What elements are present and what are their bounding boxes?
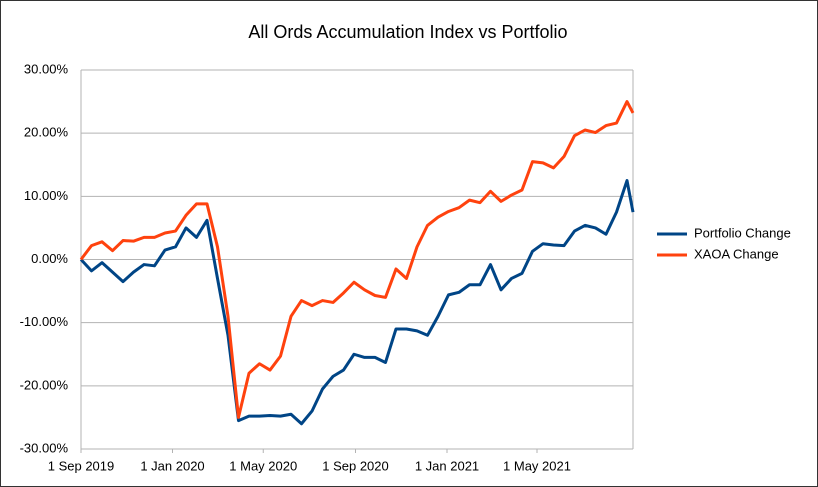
x-tick-label: 1 May 2020 <box>229 458 297 473</box>
x-tick-label: 1 May 2021 <box>503 458 571 473</box>
x-tick-label: 1 Jan 2020 <box>140 458 204 473</box>
series-line <box>79 179 635 426</box>
legend-label: XAOA Change <box>694 246 779 261</box>
y-tick-label: 0.00% <box>31 251 68 266</box>
y-tick-label: -20.00% <box>20 377 69 392</box>
chart-title: All Ords Accumulation Index vs Portfolio <box>248 22 567 42</box>
y-tick-label: 10.00% <box>24 188 69 203</box>
legend-label: Portfolio Change <box>694 225 791 240</box>
x-tick-label: 1 Jan 2021 <box>415 458 479 473</box>
y-tick-label: -30.00% <box>20 440 69 455</box>
series-line <box>79 100 635 419</box>
x-tick-label: 1 Sep 2020 <box>322 458 389 473</box>
y-tick-label: 20.00% <box>24 125 69 140</box>
y-tick-label: -10.00% <box>20 314 69 329</box>
x-tick-label: 1 Sep 2019 <box>48 458 115 473</box>
y-tick-label: 30.00% <box>24 61 69 76</box>
